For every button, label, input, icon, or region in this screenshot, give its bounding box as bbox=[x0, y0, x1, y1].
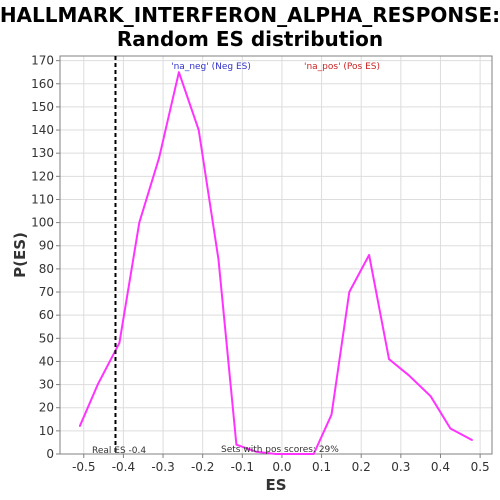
annotation-layer: Real ES -0.4 Sets with pos scores: 29% 'na… bbox=[92, 56, 380, 456]
data-point bbox=[471, 439, 473, 441]
y-tick-label: 150 bbox=[31, 100, 54, 114]
data-point bbox=[368, 254, 370, 256]
pos-es-label: 'na_pos' (Pos ES) bbox=[304, 62, 380, 72]
y-tick-label: 70 bbox=[39, 285, 54, 299]
data-point bbox=[348, 291, 351, 293]
data-point bbox=[275, 453, 277, 455]
y-tick-label: 100 bbox=[31, 216, 54, 230]
data-point bbox=[138, 221, 141, 224]
y-tick-label: 10 bbox=[39, 424, 54, 438]
data-point bbox=[312, 453, 315, 455]
data-point bbox=[295, 453, 297, 455]
y-tick-label: 120 bbox=[31, 169, 54, 183]
y-tick-label: 170 bbox=[31, 54, 54, 68]
y-tick-label: 0 bbox=[46, 447, 54, 461]
y-tick-label: 110 bbox=[31, 192, 54, 206]
data-point bbox=[79, 425, 81, 428]
data-point bbox=[235, 443, 238, 446]
data-point bbox=[255, 450, 257, 453]
data-point bbox=[388, 358, 390, 360]
x-axis-label: ES bbox=[265, 476, 286, 494]
data-point bbox=[449, 427, 452, 430]
y-tick-label: 160 bbox=[31, 77, 54, 91]
x-tick-label: -0.5 bbox=[72, 460, 95, 474]
y-tick-label: 50 bbox=[39, 331, 54, 345]
y-tick-label: 80 bbox=[39, 262, 54, 276]
data-point bbox=[158, 157, 160, 159]
x-tick-label: -0.2 bbox=[191, 460, 214, 474]
grid-layer bbox=[60, 56, 492, 455]
data-point bbox=[429, 395, 432, 397]
chart-title-line1: HALLMARK_INTERFERON_ALPHA_RESPONSE: bbox=[0, 3, 500, 27]
sets-pos-score-label: Sets with pos scores: 29% bbox=[221, 445, 339, 455]
y-tick-label: 60 bbox=[39, 308, 54, 322]
x-tick-label: -0.1 bbox=[231, 460, 254, 474]
chart-title-line2: Random ES distribution bbox=[117, 27, 383, 51]
x-tick-label: 0.5 bbox=[471, 460, 490, 474]
data-point bbox=[178, 71, 180, 73]
x-tick-label: 0.0 bbox=[272, 460, 291, 474]
x-tick-label: -0.3 bbox=[151, 460, 174, 474]
y-tick-label: 90 bbox=[39, 239, 54, 253]
series-layer bbox=[78, 71, 473, 455]
y-axis-label: P(ES) bbox=[11, 232, 29, 278]
y-tick-label: 30 bbox=[39, 378, 54, 392]
x-tick-label: 0.3 bbox=[391, 460, 410, 474]
y-tick-label: 40 bbox=[39, 354, 54, 368]
x-tick-label: 0.2 bbox=[352, 460, 371, 474]
series-line bbox=[78, 71, 473, 455]
y-tick-label: 20 bbox=[39, 401, 54, 415]
data-point bbox=[330, 413, 333, 416]
y-tick-label: 140 bbox=[31, 123, 54, 137]
x-tick-label: 0.1 bbox=[312, 460, 331, 474]
y-tick-label: 130 bbox=[31, 146, 54, 160]
data-point bbox=[197, 129, 200, 131]
data-point bbox=[118, 342, 121, 344]
x-tick-label: 0.4 bbox=[431, 460, 450, 474]
data-point bbox=[407, 374, 410, 377]
real-es-label: Real ES -0.4 bbox=[92, 446, 146, 456]
tick-layer: 0 10 20 30 40 50 60 70 80 90 100 110 120 130 140 150 160… bbox=[31, 54, 490, 474]
data-point bbox=[217, 258, 220, 261]
x-tick-label: -0.4 bbox=[112, 460, 135, 474]
data-point bbox=[96, 383, 99, 386]
neg-es-label: 'na_neg' (Neg ES) bbox=[171, 62, 251, 72]
